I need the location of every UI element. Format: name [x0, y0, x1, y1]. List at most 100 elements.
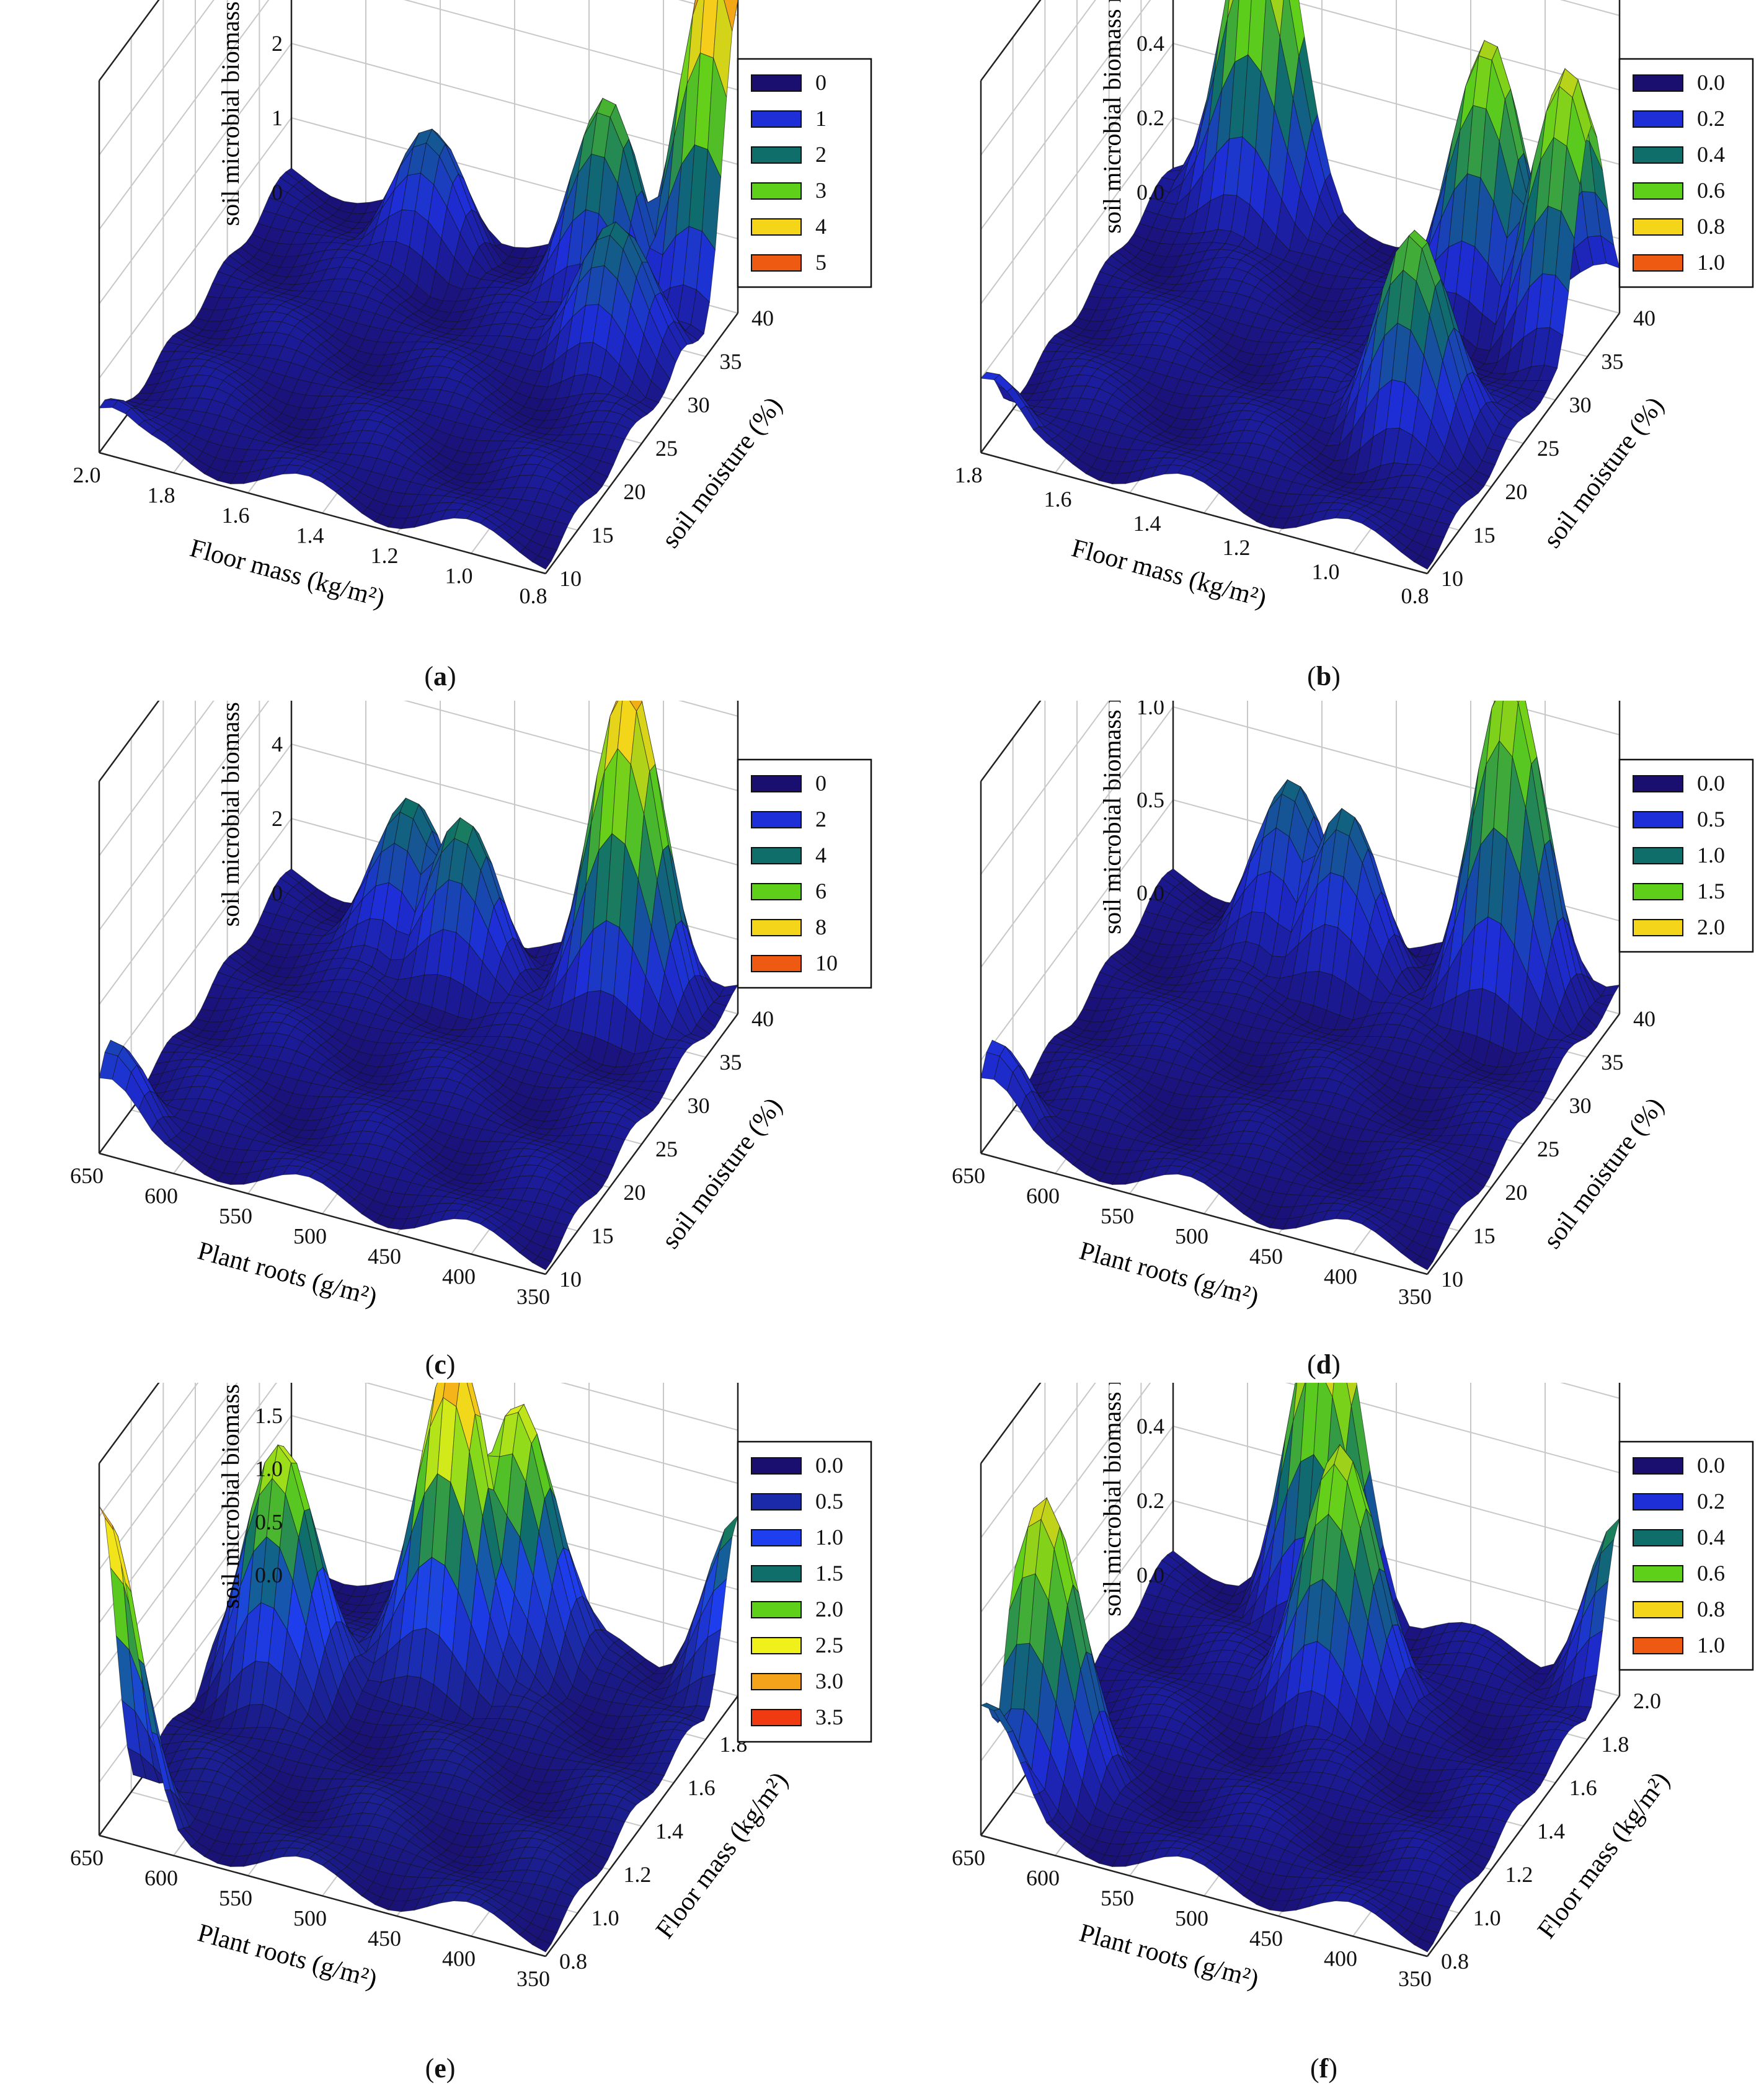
z-tick-label: 4	[272, 732, 283, 756]
legend-label: 1.5	[1697, 879, 1725, 903]
y-tick-label: 35	[719, 1050, 742, 1075]
box-edge	[980, 701, 1042, 782]
x-tick-label: 1.4	[296, 523, 324, 548]
x-tick-label: 1.2	[371, 543, 399, 568]
legend-box	[737, 758, 872, 989]
y-tick-label: 40	[751, 306, 774, 331]
x-tick-label: 1.0	[445, 564, 473, 588]
y-tick-label: 25	[655, 1137, 678, 1161]
z-tick-label: 0.5	[1137, 787, 1164, 812]
z-axis-title: soil microbial biomass carbon (g/kg)	[216, 0, 244, 226]
y-tick-label: 10	[559, 1267, 582, 1292]
x-tick-label: 1.4	[1133, 511, 1161, 536]
legend-d: 0.00.51.01.52.0	[1618, 758, 1754, 953]
legend-swatch	[1633, 883, 1683, 900]
box-edge	[98, 701, 160, 782]
x-tick-label: 500	[1175, 1224, 1208, 1249]
legend-swatch	[751, 955, 802, 972]
box-edge	[980, 1152, 1428, 1275]
legend-swatch	[751, 110, 802, 128]
x-tick-label: 450	[368, 1244, 401, 1269]
legend-swatch	[1633, 847, 1683, 864]
y-tick-label: 40	[751, 1006, 774, 1031]
box-edge	[1426, 313, 1621, 574]
legend-swatch	[751, 847, 802, 864]
surface-c	[99, 701, 738, 1271]
panel-c: 0246810650600550500450400350101520253035…	[0, 701, 882, 1377]
y-tick-label: 10	[1441, 566, 1463, 591]
y-tick-label: 30	[688, 1093, 710, 1118]
surface-a	[99, 0, 738, 570]
x-tick-label: 550	[219, 1204, 252, 1228]
panel-d: 0.00.51.01.52.06506005505004504003501015…	[882, 701, 1763, 1377]
z-tick-label: 0	[272, 180, 283, 205]
y-tick-label: 15	[1473, 1223, 1496, 1248]
surface-cell	[532, 1256, 552, 1271]
box-edge	[980, 0, 1042, 81]
z-axis-title: soil microbial biomass nitrogen (g/kg)	[1098, 701, 1126, 934]
box-edge	[1426, 1013, 1621, 1275]
legend-label: 1	[815, 106, 827, 131]
panel-b: 0.00.20.40.60.81.01.81.61.41.21.00.81015…	[882, 0, 1763, 676]
z-axis-title: soil microbial biomass carbon (g/kg)	[216, 701, 244, 926]
legend-label: 2.0	[1697, 915, 1725, 939]
x-tick-label: 600	[1026, 1184, 1060, 1209]
box-edge	[544, 313, 739, 574]
y-tick-label: 15	[592, 1223, 614, 1248]
x-tick-label: 650	[70, 1163, 104, 1188]
legend-swatch	[1633, 110, 1683, 128]
y-tick-label: 40	[1633, 1006, 1655, 1031]
legend-label: 5	[815, 250, 827, 275]
z-tick-label: 2	[272, 31, 283, 56]
legend-label: 4	[815, 843, 827, 867]
legend-swatch	[1633, 811, 1683, 828]
x-tick-label: 1.8	[148, 483, 175, 508]
z-ticks-d: 0.00.51.01.52.0	[1137, 701, 1164, 905]
box-edge	[980, 451, 1428, 575]
legend-swatch	[751, 254, 802, 272]
z-axis-title: soil microbial biomass nitrogen (g/kg)	[1098, 0, 1126, 234]
x-tick-label: 600	[144, 1184, 178, 1209]
legend-swatch	[1633, 919, 1683, 936]
legend-label: 6	[815, 879, 827, 903]
plot-area-a: 0123452.01.81.61.41.21.00.81015202530354…	[73, 0, 788, 613]
legend-swatch	[1633, 775, 1683, 792]
y-tick-label: 25	[1537, 1137, 1559, 1161]
plot-area-b: 0.00.20.40.60.81.01.81.61.41.21.00.81015…	[955, 0, 1670, 613]
x-axis-title: Plant roots (g/m²)	[1076, 1236, 1262, 1311]
y-axis-title: soil moisture (%)	[656, 392, 787, 554]
y-tick-label: 30	[1569, 393, 1592, 417]
x-tick-label: 350	[1398, 1284, 1432, 1309]
legend-label: 0	[815, 70, 827, 95]
legend-label: 0.0	[1697, 70, 1725, 95]
legend-label: 1.0	[1697, 250, 1725, 275]
x-tick-label: 400	[1324, 1264, 1357, 1289]
x-ticks-a: 2.01.81.61.41.21.00.8	[73, 463, 547, 608]
x-tick-label: 500	[293, 1224, 327, 1249]
x-tick-label: 2.0	[73, 463, 101, 487]
legend-label: 0.0	[1697, 771, 1725, 796]
legend-label: 8	[815, 915, 827, 939]
legend-swatch	[1633, 182, 1683, 200]
legend-swatch	[751, 74, 802, 92]
legend-label: 10	[815, 951, 838, 975]
surface-cell	[1414, 555, 1434, 570]
y-tick-label: 20	[623, 479, 645, 504]
box-edge	[99, 1152, 546, 1275]
legend-swatch	[751, 218, 802, 236]
y-tick-label: 25	[655, 436, 678, 461]
y-tick-label: 10	[559, 566, 582, 591]
legend-label: 0.8	[1697, 214, 1725, 239]
y-tick-label: 20	[1505, 1180, 1527, 1205]
y-tick-label: 40	[1633, 306, 1655, 331]
x-tick-label: 0.8	[1401, 583, 1429, 608]
legend-label: 0	[815, 771, 827, 796]
y-tick-label: 35	[1601, 1050, 1623, 1075]
legend-swatch	[751, 182, 802, 200]
legend-label: 3	[815, 178, 827, 203]
